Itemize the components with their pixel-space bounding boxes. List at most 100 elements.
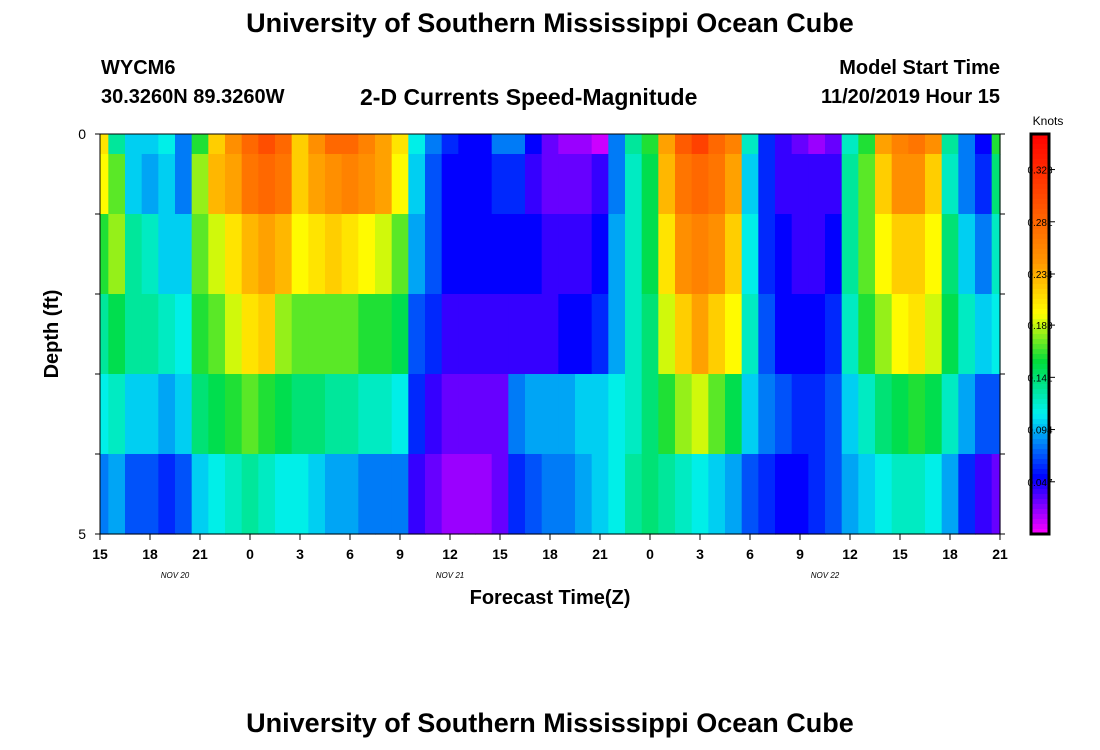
colorbar-step — [1031, 154, 1049, 160]
heatmap-cell — [875, 214, 893, 295]
heatmap-cell — [508, 454, 526, 535]
heatmap-cell — [100, 374, 109, 455]
station-coordinates: 30.3260N 89.3260W — [101, 86, 285, 108]
colorbar-step — [1031, 189, 1049, 195]
heatmap-cell — [408, 374, 426, 455]
colorbar-step — [1031, 464, 1049, 470]
heatmap-cell — [608, 374, 626, 455]
heatmap-cell — [341, 154, 359, 215]
heatmap-cell — [191, 454, 209, 535]
colorbar-step — [1031, 144, 1049, 150]
colorbar-step — [1031, 274, 1049, 280]
heatmap-cell — [241, 134, 259, 155]
x-tick-label: 0 — [646, 546, 654, 562]
colorbar-step — [1031, 454, 1049, 460]
heatmap-cell — [458, 154, 476, 215]
heatmap-cell — [975, 294, 993, 375]
heatmap-cell — [441, 454, 459, 535]
colorbar-step — [1031, 354, 1049, 360]
heatmap-cell — [941, 454, 959, 535]
heatmap-cell — [408, 294, 426, 375]
heatmap-cell — [108, 134, 126, 155]
heatmap-cell — [225, 134, 243, 155]
heatmap-cell — [241, 374, 259, 455]
heatmap-cell — [875, 294, 893, 375]
x-tick-label: 6 — [346, 546, 354, 562]
heatmap-cell — [425, 214, 443, 295]
heatmap-cell — [108, 374, 126, 455]
heatmap-cell — [325, 454, 343, 535]
heatmap-cell — [708, 294, 726, 375]
heatmap-cell — [658, 454, 676, 535]
colorbar-step — [1031, 249, 1049, 255]
x-tick-label: 9 — [396, 546, 404, 562]
heatmap-cell — [208, 154, 226, 215]
heatmap-cell — [691, 214, 709, 295]
heatmap-cell — [625, 214, 643, 295]
heatmap-cell — [708, 454, 726, 535]
heatmap-cell — [575, 214, 593, 295]
heatmap-cell — [825, 134, 843, 155]
heatmap-cell — [375, 154, 393, 215]
heatmap-cell — [958, 294, 976, 375]
heatmap-cell — [858, 294, 876, 375]
heatmap-cell — [708, 134, 726, 155]
colorbar-step — [1031, 389, 1049, 395]
x-tick-label: 18 — [942, 546, 958, 562]
heatmap-cell — [125, 134, 143, 155]
heatmap-cell — [741, 214, 759, 295]
colorbar-step — [1031, 224, 1049, 230]
heatmap-cell — [308, 454, 326, 535]
heatmap-cell — [791, 294, 809, 375]
colorbar-step — [1031, 529, 1049, 535]
heatmap-cell — [258, 454, 276, 535]
heatmap-cell — [225, 454, 243, 535]
heatmap-cell — [508, 374, 526, 455]
heatmap-cell — [825, 294, 843, 375]
heatmap-cell — [991, 134, 1001, 155]
heatmap-cell — [675, 154, 693, 215]
heatmap-cell — [391, 454, 409, 535]
x-tick-label: 12 — [842, 546, 858, 562]
heatmap-cell — [425, 454, 443, 535]
heatmap-cell — [325, 374, 343, 455]
colorbar-tick-label: 0.281 — [1027, 218, 1052, 229]
heatmap-cell — [808, 374, 826, 455]
heatmap-cell — [458, 294, 476, 375]
heatmap-cell — [941, 134, 959, 155]
heatmap-cell — [808, 134, 826, 155]
heatmap-cell — [525, 294, 543, 375]
heatmap-cell — [825, 374, 843, 455]
heatmap-cell — [425, 154, 443, 215]
x-tick-label: 15 — [892, 546, 908, 562]
heatmap-cell — [541, 214, 559, 295]
colorbar-step — [1031, 459, 1049, 465]
date-label: NOV 21 — [436, 571, 464, 580]
colorbar-step — [1031, 374, 1049, 380]
heatmap-cell — [341, 134, 359, 155]
heatmap-cell — [475, 454, 493, 535]
heatmap-cell — [741, 374, 759, 455]
heatmap-cell — [558, 134, 576, 155]
colorbar-step — [1031, 229, 1049, 235]
heatmap-cell — [125, 294, 143, 375]
colorbar-step — [1031, 294, 1049, 300]
heatmap-cell — [441, 214, 459, 295]
heatmap-cell — [241, 454, 259, 535]
colorbar-step — [1031, 184, 1049, 190]
heatmap-cell — [775, 214, 793, 295]
heatmap-cell — [925, 214, 943, 295]
heatmap-cell — [175, 374, 193, 455]
heatmap-cell — [575, 294, 593, 375]
heatmap-cell — [475, 154, 493, 215]
heatmap-cell — [741, 134, 759, 155]
heatmap-cell — [375, 374, 393, 455]
heatmap-cell — [758, 294, 776, 375]
heatmap-cell — [775, 374, 793, 455]
heatmap-cell — [658, 134, 676, 155]
heatmap-cell — [808, 214, 826, 295]
heatmap-cell — [458, 214, 476, 295]
colorbar-tick-label: 0.094 — [1027, 426, 1052, 437]
y-axis-title: Depth (ft) — [41, 290, 63, 379]
heatmap-cell — [775, 134, 793, 155]
